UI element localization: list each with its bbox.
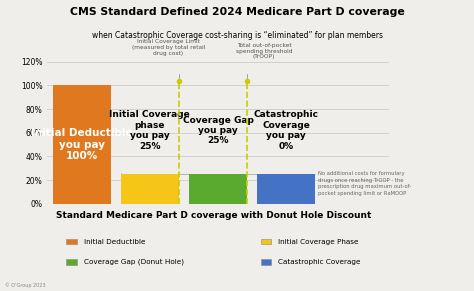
Text: Standard Medicare Part D coverage with Donut Hole Discount: Standard Medicare Part D coverage with D… [55,211,371,220]
Text: Initial Coverage Limit
(measured by total retail
drug cost): Initial Coverage Limit (measured by tota… [132,39,205,56]
Bar [121,174,179,204]
Bar [53,86,110,204]
Text: when Catastrophic Coverage cost-sharing is “eliminated” for plan members: when Catastrophic Coverage cost-sharing … [91,31,383,40]
Text: Initial Coverage
phase
you pay
25%: Initial Coverage phase you pay 25% [109,110,190,150]
Text: Catastrophic
Coverage
you pay
0%: Catastrophic Coverage you pay 0% [254,110,319,150]
Text: © O’Group 2023: © O’Group 2023 [5,283,45,288]
Text: Coverage Gap
you pay
25%: Coverage Gap you pay 25% [182,116,254,145]
Text: Initial Coverage Phase: Initial Coverage Phase [278,239,359,244]
Text: No additional costs for formulary
drugs once reaching TrOOP - the
prescription d: No additional costs for formulary drugs … [319,171,411,196]
Text: Coverage Gap (Donut Hole): Coverage Gap (Donut Hole) [84,259,184,265]
Bar [189,174,247,204]
Text: Initial Deductible: Initial Deductible [84,239,146,244]
Bar [257,174,315,204]
Text: Initial Deductible
you pay
100%: Initial Deductible you pay 100% [31,128,132,161]
Text: Total out-of-pocket
spending threshold
(TrOOP): Total out-of-pocket spending threshold (… [236,43,292,59]
Text: Catastrophic Coverage: Catastrophic Coverage [278,259,361,265]
Text: CMS Standard Defined 2024 Medicare Part D coverage: CMS Standard Defined 2024 Medicare Part … [70,7,404,17]
